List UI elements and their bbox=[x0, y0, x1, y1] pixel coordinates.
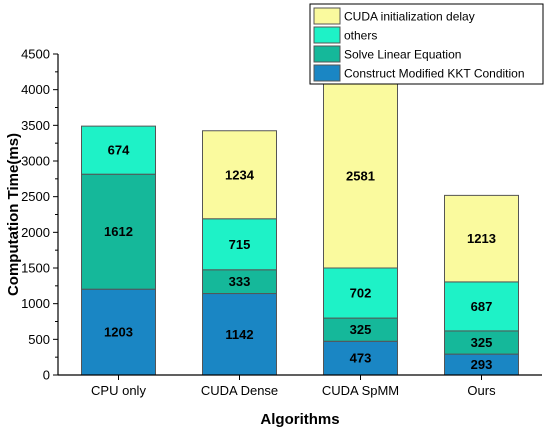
legend-swatch bbox=[313, 7, 341, 25]
y-tick-label: 2500 bbox=[21, 189, 50, 204]
bar-segment bbox=[202, 218, 277, 271]
bar-segment bbox=[444, 194, 519, 283]
bar-value-label: 674 bbox=[108, 143, 130, 158]
y-tick-label: 4000 bbox=[21, 82, 50, 97]
y-tick-label: 2000 bbox=[21, 225, 50, 240]
bar-value-label: 2581 bbox=[346, 168, 375, 183]
bar-value-label: 1142 bbox=[225, 327, 253, 342]
bar-value-label: 687 bbox=[471, 299, 493, 314]
bar-segment bbox=[202, 293, 277, 376]
y-axis: 0 500 1000 1500 2000 2500 3000 3500 4000 4500 bbox=[21, 47, 59, 383]
legend-entry: CUDA initialization delay bbox=[344, 10, 475, 24]
bar-value-label: 325 bbox=[350, 322, 372, 337]
legend-entry: Construct Modified KKT Condition bbox=[344, 67, 525, 81]
legend-swatch bbox=[313, 64, 341, 82]
bar-value-label: 293 bbox=[471, 357, 493, 372]
x-axis-title: Algorithms bbox=[260, 411, 339, 428]
legend-entry: others bbox=[344, 29, 377, 43]
bar-value-label: 1612 bbox=[104, 224, 133, 239]
bar-segment bbox=[81, 288, 156, 376]
legend-swatch bbox=[313, 45, 341, 63]
bar-value-label: 702 bbox=[350, 286, 372, 301]
bar-value-label: 325 bbox=[471, 335, 493, 350]
y-tick-label: 0 bbox=[43, 368, 50, 383]
bar-value-label: 473 bbox=[350, 351, 372, 366]
legend-entry: Solve Linear Equation bbox=[344, 48, 461, 62]
y-tick-label: 3500 bbox=[21, 118, 50, 133]
bar-segment bbox=[323, 340, 398, 376]
x-tick-label: CUDA SpMM bbox=[322, 383, 399, 398]
y-tick-label: 3000 bbox=[21, 154, 50, 169]
bar-value-label: 1213 bbox=[467, 231, 496, 246]
x-axis: CPU only CUDA Dense CUDA SpMM Ours bbox=[58, 374, 542, 398]
x-tick-label: CPU only bbox=[91, 383, 146, 398]
bar-segment bbox=[444, 281, 519, 332]
bar-segment bbox=[202, 130, 277, 220]
legend: CUDA initialization delay others Solve Lin… bbox=[309, 3, 544, 85]
bar-value-label: 333 bbox=[229, 274, 251, 289]
y-tick-label: 500 bbox=[28, 332, 50, 347]
bar-value-label: 1203 bbox=[104, 325, 133, 340]
legend-swatch bbox=[313, 26, 341, 44]
bar-value-label: 1234 bbox=[225, 167, 255, 182]
bar-segment bbox=[323, 267, 398, 319]
legend-box bbox=[309, 3, 544, 85]
bar-value-label: 715 bbox=[229, 237, 251, 252]
y-axis-title: Computation Time(ms) bbox=[5, 133, 22, 296]
y-tick-label: 1500 bbox=[21, 261, 50, 276]
bar-segment bbox=[81, 173, 156, 290]
y-tick-label: 4500 bbox=[21, 47, 50, 62]
bar-segment bbox=[323, 83, 398, 269]
x-tick-label: CUDA Dense bbox=[201, 383, 278, 398]
x-tick-label: Ours bbox=[467, 383, 496, 398]
y-tick-label: 1000 bbox=[21, 296, 50, 311]
plot-area: 1203 1612 674 1142 333 715 1234 473 325 702 2581 29… bbox=[81, 83, 519, 376]
bar-segment bbox=[81, 125, 156, 175]
